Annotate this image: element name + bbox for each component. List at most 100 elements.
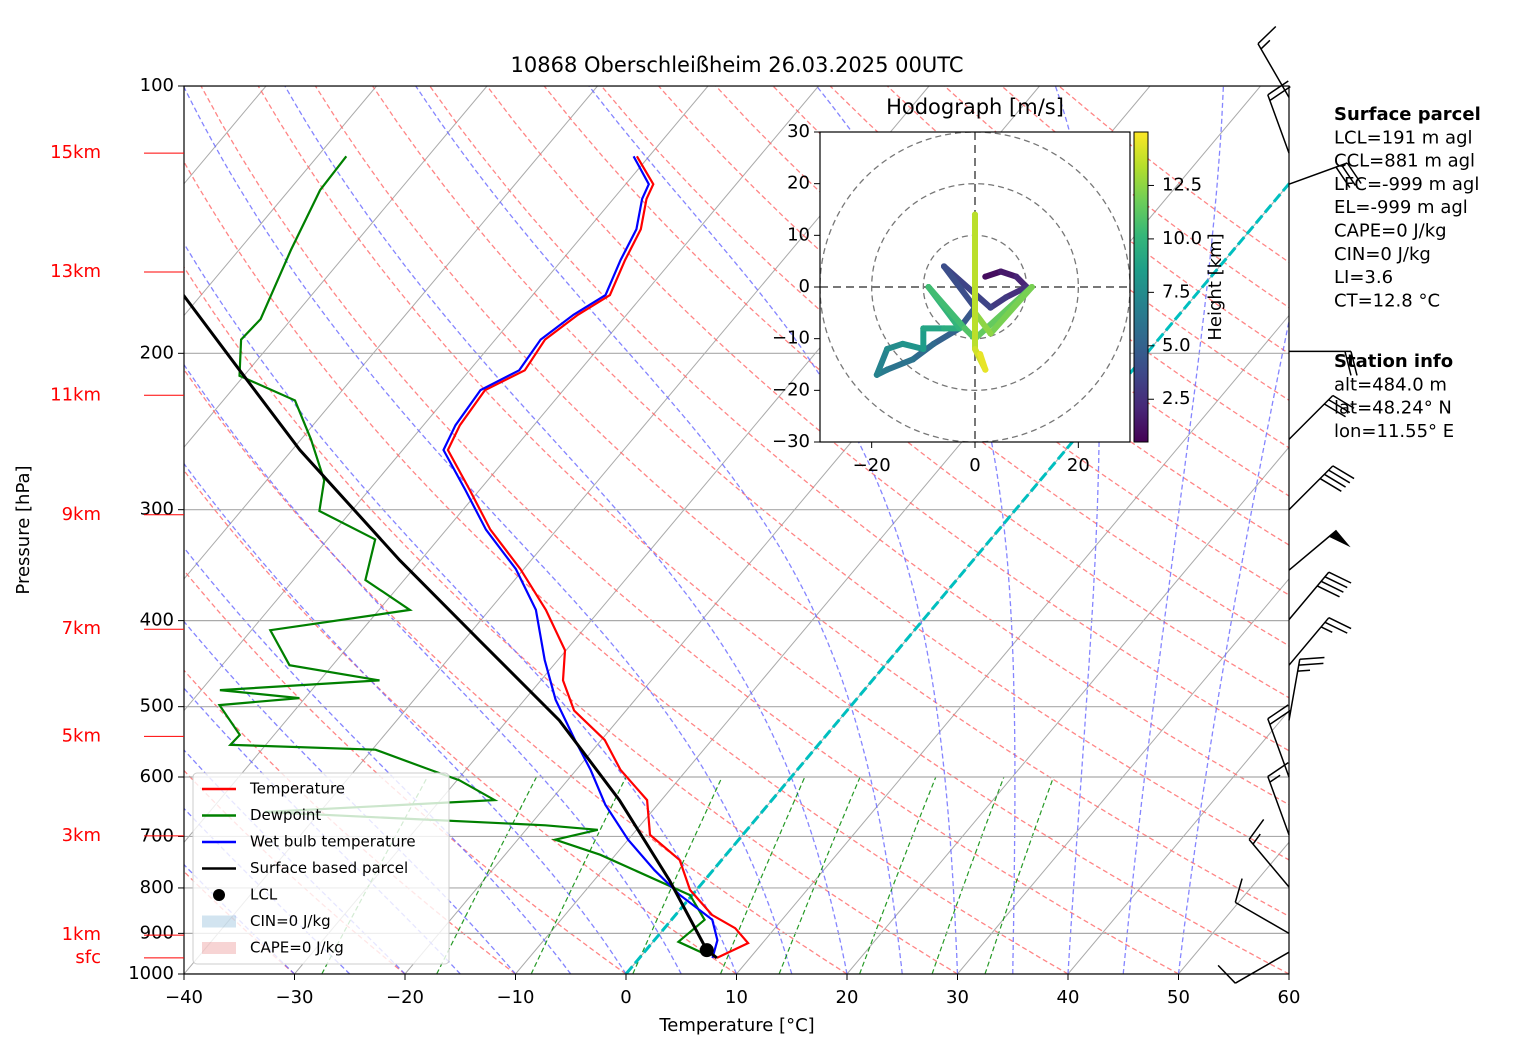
legend: Temperature Dewpoint Wet bulb temperature S… <box>192 772 450 965</box>
legend-label: CAPE=0 J/kg <box>250 939 344 957</box>
x-tick-label: 10 <box>725 987 748 1008</box>
isotherm <box>957 578 1289 974</box>
wind-barb <box>1248 819 1290 888</box>
y-tick-label: 200 <box>140 342 174 363</box>
legend-patch <box>202 942 236 954</box>
hodograph-ring <box>871 183 1079 391</box>
isotherm <box>184 86 598 580</box>
profile-line <box>184 294 718 960</box>
height-label: 3km <box>62 825 101 846</box>
profile-line <box>217 155 708 956</box>
wind-barb <box>1288 465 1355 511</box>
barb-shaft <box>1234 878 1290 935</box>
info-title: Station info <box>1334 351 1453 372</box>
moist-adiabat <box>284 86 848 974</box>
barb-shaft <box>1257 25 1290 98</box>
barb-shaft <box>1248 819 1290 888</box>
isotherm <box>184 86 488 448</box>
dry-adiabat <box>257 86 1289 974</box>
height-label: 7km <box>62 618 101 639</box>
x-tick-label: 30 <box>946 987 969 1008</box>
height-label: 13km <box>50 261 101 282</box>
colorbar-tick-label: 12.5 <box>1162 174 1202 195</box>
height-label: 15km <box>50 142 101 163</box>
highlight-isotherm <box>624 181 1289 974</box>
x-axis-label: Temperature [°C] <box>658 1015 814 1036</box>
dry-adiabat <box>829 86 1289 449</box>
height-label: 11km <box>50 384 101 405</box>
hodograph-point <box>977 351 984 358</box>
x-tick-label: 40 <box>1057 987 1080 1008</box>
info-title: Surface parcel <box>1334 104 1481 125</box>
wind-barb <box>1217 951 1290 984</box>
barb-shaft <box>1288 465 1355 511</box>
moist-adiabat <box>415 86 903 974</box>
x-tick-label: −20 <box>386 987 424 1008</box>
moist-adiabat <box>184 86 793 974</box>
y-tick-label: 500 <box>140 696 174 717</box>
colorbar-tick-label: 10.0 <box>1162 228 1202 249</box>
info-line: CCL=881 m agl <box>1334 151 1475 172</box>
wind-barb <box>1288 656 1325 721</box>
hodograph-y-tick-label: 20 <box>787 173 810 194</box>
profile-line <box>446 155 750 959</box>
x-tick-label: −10 <box>497 987 535 1008</box>
wind-barb <box>1234 878 1290 935</box>
isotherm <box>846 446 1289 974</box>
info-line: CIN=0 J/kg <box>1334 244 1431 265</box>
y-tick-label: 800 <box>140 877 174 898</box>
isotherm <box>184 86 709 712</box>
profile-line <box>442 155 719 959</box>
barb-shaft <box>1267 704 1291 778</box>
y-tick-label: 1000 <box>128 963 174 984</box>
height-label: 5km <box>62 725 101 746</box>
legend-label: LCL <box>250 886 278 904</box>
moist-adiabat <box>184 687 461 974</box>
wind-barb <box>1257 25 1290 98</box>
dry-adiabat <box>184 368 848 974</box>
hodograph-y-tick-label: 30 <box>787 121 810 142</box>
lcl-marker <box>699 943 714 958</box>
hodograph-segment <box>884 356 916 373</box>
mixing-ratio-line <box>719 776 806 974</box>
isotherm <box>1067 709 1289 974</box>
hodograph-segment <box>987 294 1009 311</box>
dry-adiabat <box>184 160 1069 974</box>
wind-barb <box>1288 571 1352 621</box>
y-tick-label: 300 <box>140 499 174 520</box>
moist-adiabat <box>184 620 516 974</box>
wind-barb <box>1289 350 1358 376</box>
dry-adiabat <box>772 86 1289 497</box>
hodograph-segment <box>1003 284 1030 301</box>
barb-shaft <box>1288 529 1337 571</box>
hodograph-x-tick-label: −20 <box>853 455 891 476</box>
dry-adiabat <box>314 86 1289 917</box>
wind-barb <box>1267 80 1291 154</box>
dry-adiabat <box>184 266 958 974</box>
hodograph-plot <box>820 132 1130 442</box>
colorbar-label: Height [km] <box>1205 233 1226 340</box>
info-line: LCL=191 m agl <box>1334 127 1473 148</box>
legend-marker <box>213 889 225 901</box>
y-tick-label: 100 <box>140 75 174 96</box>
hodograph-segment <box>941 263 978 311</box>
hodograph-y-tick-label: 0 <box>799 276 810 297</box>
colorbar-tick-label: 5.0 <box>1162 335 1191 356</box>
x-tick-label: −30 <box>276 987 314 1008</box>
legend-box <box>192 772 450 965</box>
wind-barb <box>1288 617 1352 666</box>
height-label: 1km <box>62 924 101 945</box>
x-tick-label: 50 <box>1167 987 1190 1008</box>
moist-adiabat <box>184 546 572 974</box>
moist-adiabat <box>1122 86 1225 974</box>
height-label: sfc <box>75 947 101 968</box>
y-tick-label: 600 <box>140 766 174 787</box>
x-tick-label: −40 <box>165 987 203 1008</box>
barb-shaft <box>1267 80 1291 154</box>
moist-adiabat <box>184 462 627 974</box>
barb-shaft <box>1288 162 1362 189</box>
info-line: CAPE=0 J/kg <box>1334 221 1447 242</box>
hodograph-segment <box>899 340 927 352</box>
info-line: lat=48.24° N <box>1334 398 1452 419</box>
hodograph-y-tick-label: 10 <box>787 224 810 245</box>
